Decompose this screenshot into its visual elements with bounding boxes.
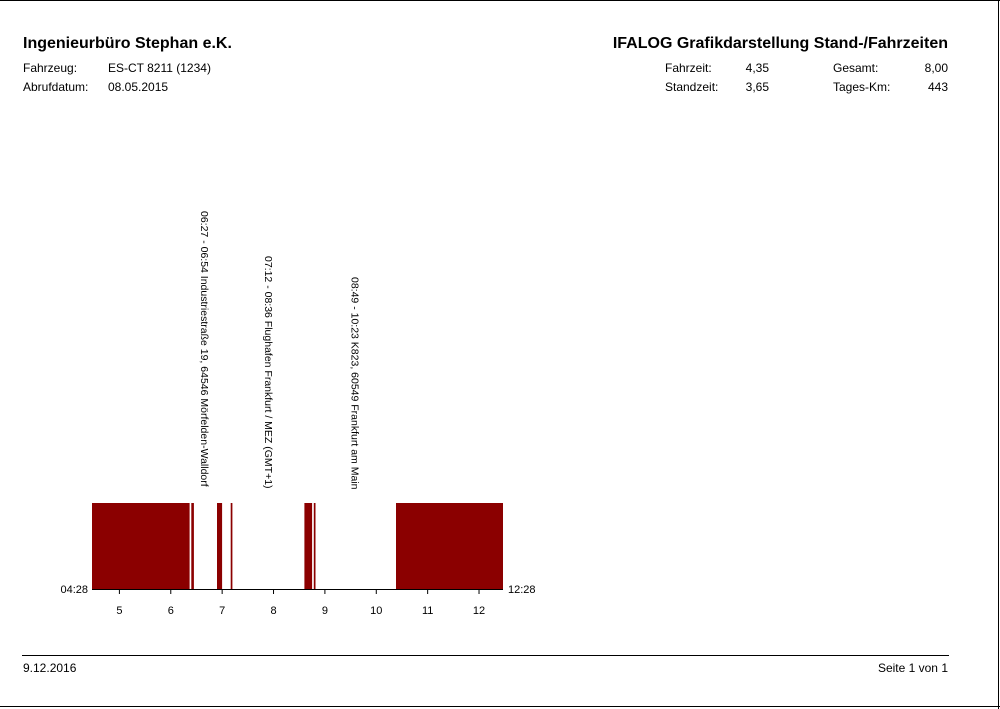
report-title: IFALOG Grafikdarstellung Stand-/Fahrzeit… (612, 35, 948, 52)
total-label: Gesamt: (833, 61, 879, 75)
daily-km-label: Tages-Km: (833, 80, 891, 94)
drive-bar (92, 503, 190, 589)
retrieval-date-label: Abrufdatum: (23, 80, 89, 94)
drive-time-label: Fahrzeit: (665, 61, 712, 75)
stop-annotation: 06:27 - 06:54 Industriestraße 19, 64546 … (198, 211, 210, 487)
bars-group (92, 503, 503, 589)
drive-bar (217, 503, 223, 589)
drive-bar (396, 503, 503, 589)
stop-annotation: 08:49 - 10:23 K823, 60549 Frankfurt am M… (349, 277, 361, 490)
stand-time-label: Standzeit: (665, 80, 719, 94)
page-border-bottom (0, 706, 1000, 707)
drive-bar (230, 503, 233, 589)
annotations-group: 06:27 - 06:54 Industriestraße 19, 64546 … (198, 211, 361, 490)
footer-print-date: 9.12.2016 (23, 661, 77, 675)
company-name: Ingenieurbüro Stephan e.K. (23, 35, 232, 52)
x-tick-label: 8 (270, 605, 276, 617)
range-start-label: 04:28 (60, 584, 88, 596)
stand-time-value: 3,65 (745, 80, 769, 94)
drive-time-value: 4,35 (745, 61, 769, 75)
footer-divider (22, 655, 949, 656)
daily-km-value: 443 (927, 80, 948, 94)
vehicle-value: ES-CT 8211 (1234) (108, 61, 211, 75)
total-value: 8,00 (924, 61, 948, 75)
x-tick-label: 12 (473, 605, 485, 617)
drive-bar (191, 503, 194, 589)
x-tick-label: 10 (370, 605, 382, 617)
x-tick-label: 7 (219, 605, 225, 617)
page-border-top (0, 0, 1000, 1)
x-axis-ticks: 5 6 7 8 9 10 11 12 (116, 589, 485, 617)
drive-bar (304, 503, 313, 589)
x-tick-label: 11 (422, 605, 433, 617)
x-tick-label: 5 (116, 605, 122, 617)
retrieval-date-value: 08.05.2015 (108, 80, 169, 94)
footer-page-number: Seite 1 von 1 (877, 661, 948, 675)
x-tick-label: 6 (168, 605, 174, 617)
page-border-right (998, 0, 999, 709)
stop-annotation: 07:12 - 08:36 Flughafen Frankfurt / MEZ … (262, 256, 274, 489)
x-tick-label: 9 (322, 605, 328, 617)
vehicle-label: Fahrzeug: (23, 61, 78, 75)
range-end-label: 12:28 (508, 584, 536, 596)
drive-bar (313, 503, 316, 589)
